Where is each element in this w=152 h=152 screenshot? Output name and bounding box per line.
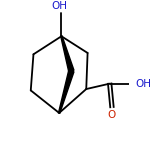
Polygon shape	[61, 36, 74, 72]
Text: OH: OH	[135, 79, 151, 89]
Polygon shape	[59, 70, 74, 113]
Text: O: O	[108, 110, 116, 120]
Text: OH: OH	[51, 1, 67, 10]
